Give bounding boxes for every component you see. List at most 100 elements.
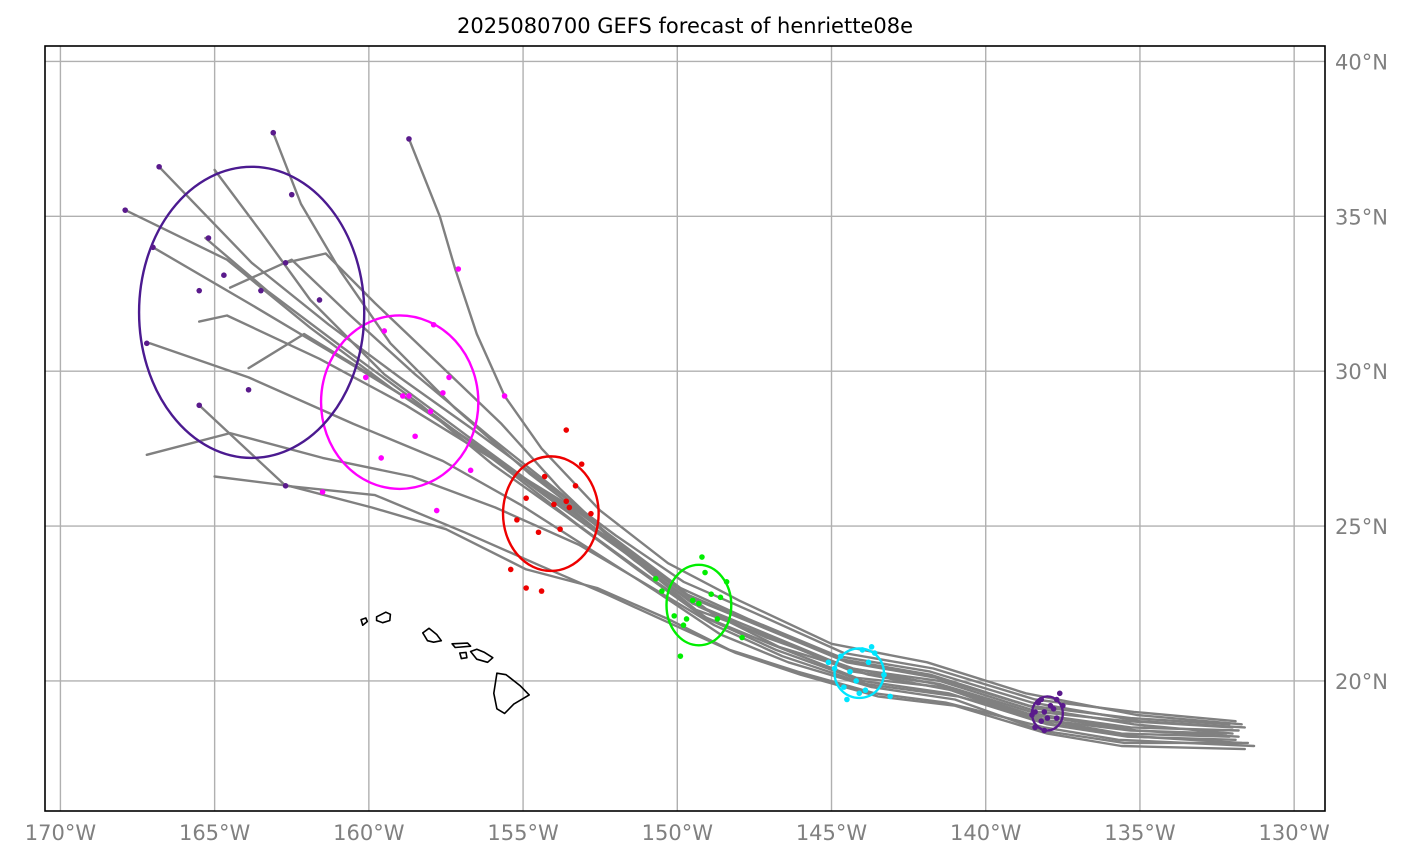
forecast-position-point (699, 554, 705, 560)
forecast-position-point (689, 597, 696, 604)
forecast-position-point (856, 690, 863, 697)
forecast-position-point (433, 507, 440, 514)
forecast-position-point (1053, 696, 1060, 703)
uncertainty-ellipse (137, 165, 366, 460)
forecast-position-point (557, 526, 563, 532)
forecast-position-point (446, 374, 452, 381)
lon-tick-label: 155°W (487, 821, 559, 845)
forecast-position-point (862, 687, 869, 694)
forecast-position-point (1038, 696, 1045, 703)
forecast-position-point (514, 517, 520, 523)
lon-tick-label: 140°W (950, 821, 1022, 845)
forecast-position-point (671, 613, 678, 619)
forecast-position-point (717, 594, 724, 601)
forecast-position-point (316, 297, 323, 303)
forecast-position-point (427, 408, 434, 415)
forecast-position-point (1060, 702, 1066, 709)
forecast-position-point (406, 393, 412, 399)
forecast-position-point (566, 504, 573, 511)
lat-tick-label: 30°N (1335, 360, 1388, 384)
island-niihau (360, 617, 369, 626)
uncertainty-ellipses (137, 165, 1065, 732)
ensemble-track (213, 475, 1256, 748)
forecast-position-point (588, 510, 594, 517)
forecast-position-point (507, 566, 514, 573)
forecast-position-point (578, 461, 585, 467)
lon-tick-label: 160°W (333, 821, 405, 845)
forecast-position-point (696, 600, 702, 607)
forecast-position-point (523, 495, 529, 501)
forecast-position-point (412, 433, 418, 440)
uncertainty-ellipse (319, 314, 480, 491)
forecast-position-point (245, 386, 252, 393)
forecast-position-point (1032, 724, 1038, 731)
forecast-position-point (430, 321, 437, 328)
forecast-position-point (865, 659, 872, 666)
forecast-position-point (288, 191, 295, 198)
lon-tick-label: 165°W (179, 821, 251, 845)
forecast-position-point (572, 482, 579, 489)
ensemble-track (198, 404, 1246, 751)
forecast-position-point (362, 374, 369, 381)
forecast-position-point (825, 659, 832, 666)
ensemble-tracks (124, 131, 1256, 751)
forecast-position-point (847, 668, 853, 675)
forecast-position-point (221, 272, 227, 278)
forecast-position-point (541, 473, 548, 480)
forecast-position-point (841, 684, 847, 690)
forecast-position-point (659, 588, 665, 594)
forecast-position-point (1032, 709, 1038, 715)
forecast-position-point (378, 455, 384, 461)
forecast-position-point (1044, 715, 1051, 721)
ensemble-track (407, 137, 1243, 726)
forecast-position-point (652, 575, 659, 582)
lat-tick-label: 35°N (1335, 205, 1388, 229)
forecast-position-point (205, 235, 212, 241)
forecast-position-point (455, 266, 462, 272)
forecast-position-point (196, 402, 203, 409)
forecast-position-point (881, 671, 887, 678)
hawaiian-islands (360, 611, 530, 715)
ensemble-track (204, 236, 1228, 735)
ensemble-track (148, 342, 1250, 745)
forecast-position-point (156, 163, 162, 170)
position-points (122, 129, 1066, 734)
forecast-position-point (381, 328, 388, 334)
ensemble-track (213, 168, 1234, 735)
forecast-position-point (739, 634, 745, 641)
forecast-position-point (258, 287, 264, 294)
forecast-position-point (677, 653, 684, 659)
forecast-position-point (538, 588, 545, 594)
forecast-position-point (196, 287, 203, 294)
forecast-position-point (680, 622, 687, 628)
map-grid (45, 46, 1325, 811)
forecast-position-point (683, 616, 690, 622)
island-maui (469, 648, 494, 664)
forecast-position-point (523, 585, 529, 591)
ensemble-track (247, 332, 1240, 738)
lat-tick-label: 40°N (1335, 50, 1388, 74)
forecast-position-point (467, 467, 474, 474)
map-title: 2025080700 GEFS forecast of henriette08e (457, 14, 913, 38)
forecast-position-point (859, 647, 866, 653)
forecast-position-point (563, 427, 570, 433)
ensemble-track (124, 208, 1240, 732)
longitude-tick-labels: 170°W 165°W 160°W 155°W 150°W 145°W 140°W 135°W… (25, 821, 1330, 845)
forecast-position-point (282, 482, 289, 489)
forecast-position-point (143, 340, 150, 347)
forecast-position-point (871, 650, 878, 656)
uncertainty-ellipse (665, 563, 733, 647)
map-frame (44, 45, 1326, 812)
forecast-position-point (1056, 690, 1063, 697)
ensemble-track (198, 314, 1243, 745)
island-molokai (451, 642, 472, 649)
forecast-position-point (282, 260, 289, 266)
island-oahu (422, 627, 443, 643)
island-hawaii (493, 672, 530, 715)
forecast-position-point (1041, 709, 1048, 715)
forecast-position-point (831, 665, 838, 672)
lat-tick-label: 20°N (1335, 670, 1388, 694)
forecast-position-point (399, 393, 406, 399)
forecast-position-point (440, 390, 446, 396)
lon-tick-label: 145°W (796, 821, 868, 845)
